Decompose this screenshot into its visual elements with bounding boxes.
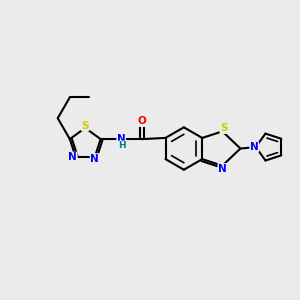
Text: N: N [68, 152, 77, 162]
Text: N: N [117, 134, 126, 144]
Text: N: N [250, 142, 259, 152]
Text: S: S [82, 121, 89, 130]
Text: O: O [137, 116, 146, 126]
Text: N: N [90, 154, 99, 164]
Text: N: N [218, 164, 227, 174]
Text: H: H [118, 141, 126, 150]
Text: S: S [220, 123, 228, 134]
